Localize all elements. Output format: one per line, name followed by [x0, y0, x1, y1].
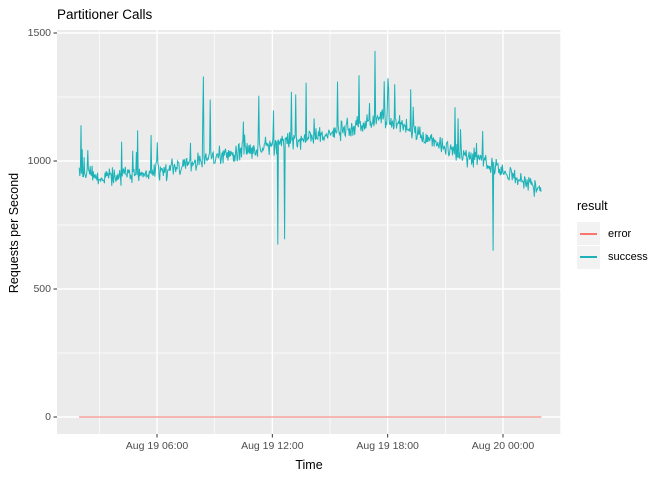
legend-item-error: error: [577, 222, 648, 246]
legend-keys: error success: [577, 222, 648, 269]
plot-panel: [57, 30, 561, 434]
legend-key-error: [577, 222, 600, 246]
legend-label-success: success: [608, 251, 648, 264]
chart-title: Partitioner Calls: [57, 7, 153, 22]
legend: result error success: [577, 199, 648, 269]
x-tick-label: Aug 19 12:00: [241, 440, 304, 452]
y-tick-label: 1000: [27, 154, 51, 167]
legend-label-error: error: [608, 227, 632, 240]
y-axis-title: Requests per Second: [7, 172, 21, 294]
legend-item-success: success: [577, 245, 648, 270]
series-line-success: [78, 50, 542, 251]
x-axis-title: Time: [295, 458, 323, 472]
x-tick-label: Aug 20 00:00: [471, 440, 535, 452]
x-tick-label: Aug 19 06:00: [125, 440, 189, 452]
legend-key-success: [577, 245, 600, 269]
y-tick-label: 0: [45, 410, 51, 423]
legend-title: result: [577, 199, 608, 213]
x-tick-label: Aug 19 18:00: [356, 440, 419, 452]
success-line-swatch: [580, 256, 597, 259]
error-line-swatch: [580, 232, 597, 235]
y-tick-label: 500: [33, 282, 51, 295]
y-tick-label: 1500: [27, 26, 51, 39]
